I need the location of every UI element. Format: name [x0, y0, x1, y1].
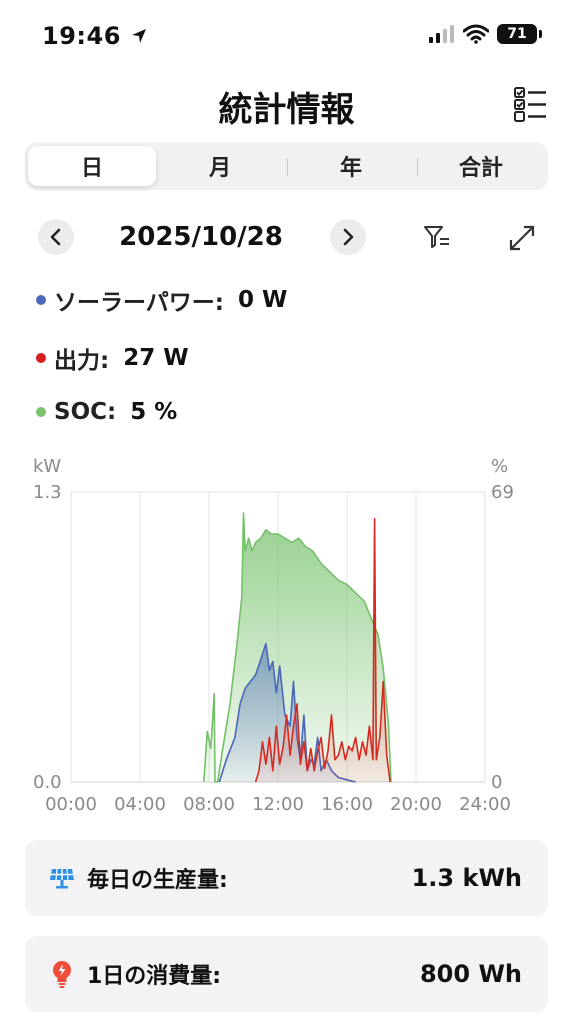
status-icons: 71 — [429, 24, 542, 44]
segment-divider — [417, 158, 418, 176]
segment-divider — [287, 158, 288, 176]
chevron-right-icon — [343, 228, 354, 246]
chevron-left-icon — [50, 228, 61, 246]
filter-icon — [424, 226, 449, 248]
tab-day[interactable]: 日 — [28, 146, 156, 186]
solar-legend-dot — [36, 295, 46, 305]
soc-legend-dot — [36, 407, 46, 417]
output-area — [255, 518, 391, 782]
output-line — [254, 518, 391, 783]
fullscreen-button[interactable] — [507, 223, 537, 253]
solar-power-reading: ソーラーパワー: 0 W — [36, 283, 287, 317]
soc-label: SOC: — [54, 399, 117, 425]
page-title: 統計情報 — [218, 90, 355, 130]
daily-consumption-label: 1日の消費量: — [87, 964, 222, 989]
checklist-icon — [514, 87, 546, 122]
output-value: 27 W — [123, 345, 189, 371]
right-axis-unit: % — [491, 456, 508, 477]
solar-power-label: ソーラーパワー: — [54, 290, 224, 316]
battery-icon: 71 — [497, 24, 542, 44]
x-tick-label: 08:00 — [183, 794, 235, 815]
filter-button[interactable] — [422, 223, 452, 253]
current-date[interactable]: 2025/10/28 — [119, 222, 283, 252]
daily-production-card: 毎日の生産量: 1.3 kWh — [25, 840, 548, 916]
daily-consumption-card: 1日の消費量: 800 Wh — [25, 936, 548, 1012]
left-tick-label: 0.0 — [33, 772, 62, 793]
next-date-button[interactable] — [330, 219, 366, 255]
daily-consumption-value: 800 Wh — [419, 960, 522, 988]
daily-production-label: 毎日の生産量: — [87, 868, 228, 893]
x-tick-label: 12:00 — [252, 794, 304, 815]
tab-year[interactable]: 年 — [339, 156, 362, 181]
output-label: 出力: — [54, 348, 110, 374]
left-tick-label: 1.3 — [33, 482, 62, 503]
prev-date-button[interactable] — [38, 219, 74, 255]
signal-icon — [429, 25, 454, 43]
bulb-icon — [49, 961, 75, 988]
power-chart[interactable]: kW 1.3 0.0% 69 0 00:00 04:00 08:00 12:00 16:00 20:… — [0, 440, 573, 820]
left-axis-unit: kW — [33, 456, 61, 477]
x-tick-label: 20:00 — [390, 794, 442, 815]
x-tick-label: 00:00 — [45, 794, 97, 815]
x-tick-label: 04:00 — [114, 794, 166, 815]
solar-power-value: 0 W — [237, 287, 288, 313]
solar-panel-icon — [49, 865, 75, 891]
wifi-icon — [463, 24, 489, 44]
location-arrow-icon — [131, 29, 146, 43]
soc-value: 5 % — [130, 399, 178, 425]
output-reading: 出力: 27 W — [36, 341, 189, 375]
daily-production-value: 1.3 kWh — [411, 864, 522, 892]
status-time: 19:46 — [42, 22, 148, 50]
tab-month[interactable]: 月 — [208, 156, 231, 181]
right-tick-label: 69 — [491, 482, 514, 503]
output-legend-dot — [36, 353, 46, 363]
period-segmented-control: 日 月 年 合計 — [25, 142, 548, 190]
tab-total[interactable]: 合計 — [458, 156, 503, 181]
soc-reading: SOC: 5 % — [36, 399, 177, 425]
expand-icon — [509, 225, 535, 251]
right-tick-label: 0 — [491, 772, 502, 793]
checklist-button[interactable] — [512, 86, 548, 122]
soc-line — [203, 512, 392, 783]
x-tick-label: 24:00 — [459, 794, 511, 815]
x-tick-label: 16:00 — [321, 794, 373, 815]
